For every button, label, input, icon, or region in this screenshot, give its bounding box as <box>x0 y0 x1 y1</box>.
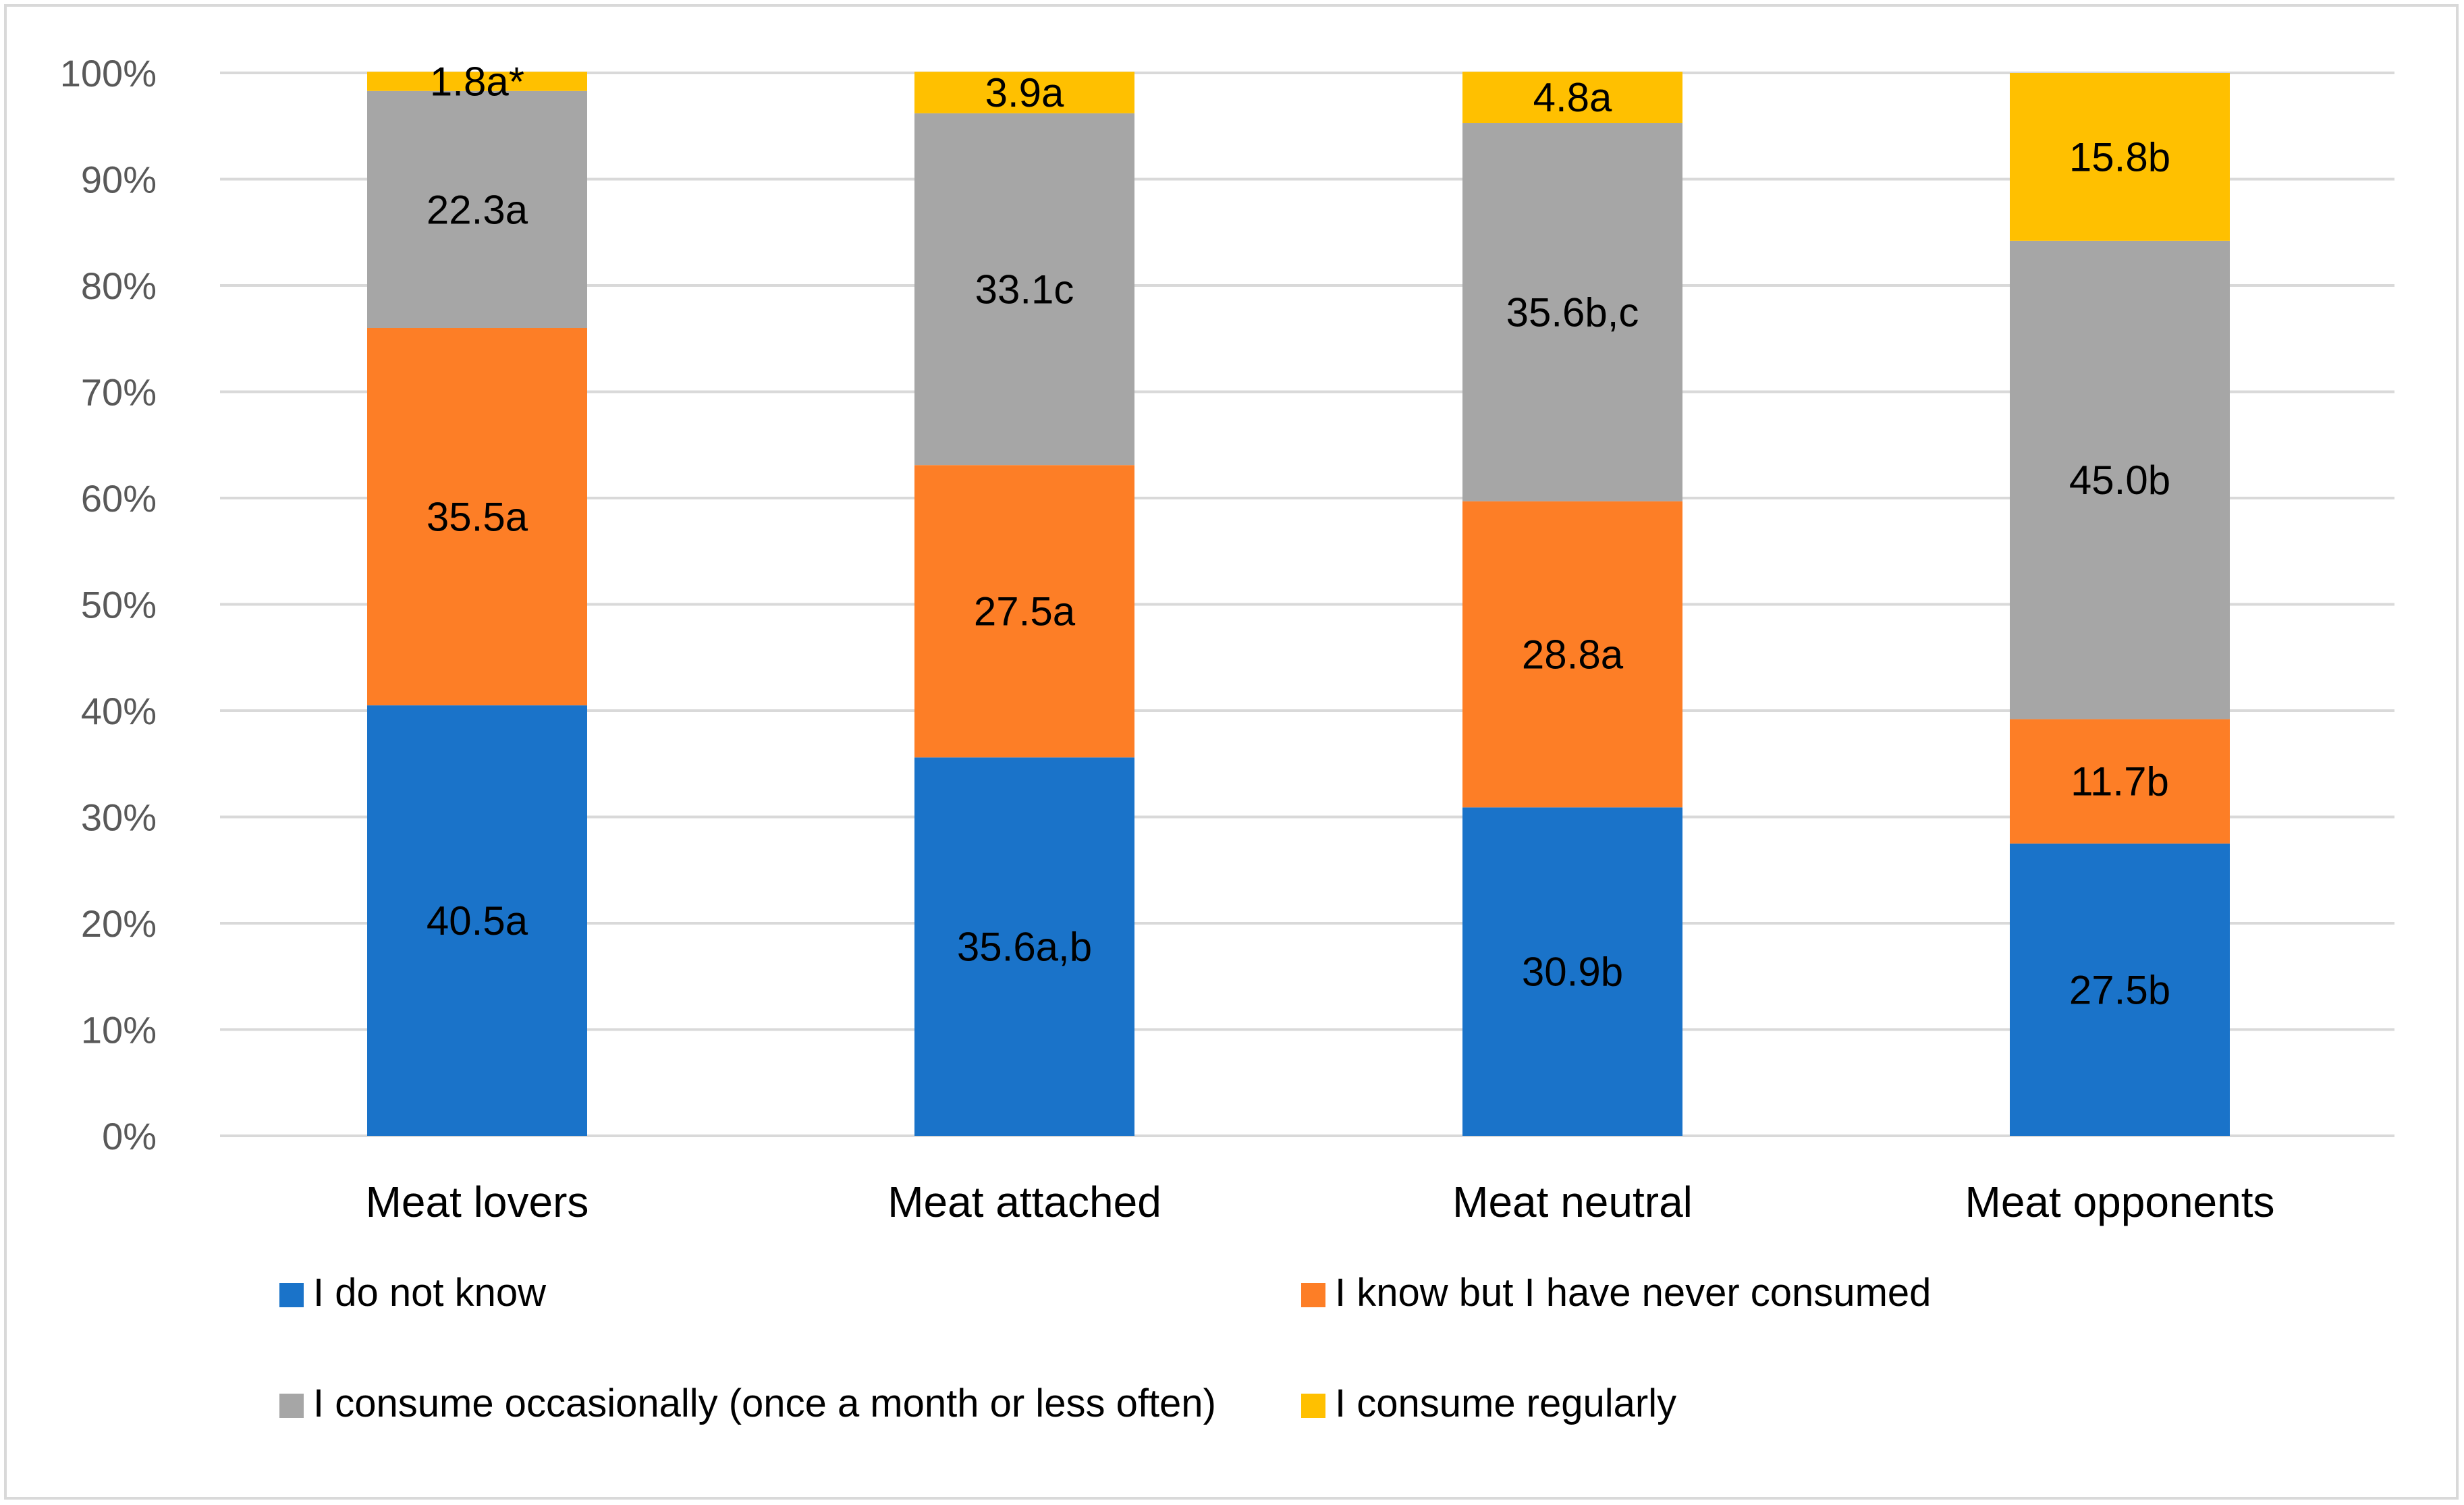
y-axis-tick-labels: 0% 10% 20% 30% 40% 50% 60% 70% 80% 90% 100% <box>60 52 157 1157</box>
y-tick-label: 60% <box>81 477 157 520</box>
bar-segment <box>2010 240 2230 719</box>
bar-segment <box>367 72 587 91</box>
legend-swatch <box>1301 1394 1325 1418</box>
legend-label: I consume regularly <box>1335 1381 1676 1425</box>
bar-segment <box>367 328 587 706</box>
data-label: 15.8b <box>2069 134 2170 180</box>
data-labels: 40.5a 35.5a 22.3a 1.8a* 35.6a,b 27.5a 33.1c 3.9… <box>427 59 2170 1013</box>
data-label: 3.9a <box>985 70 1064 115</box>
bar-segment <box>2010 719 2230 844</box>
data-label: 40.5a <box>427 898 528 943</box>
legend-swatch <box>279 1283 304 1307</box>
data-label: 1.8a* <box>430 59 524 105</box>
legend-label: I consume occasionally (once a month or … <box>313 1381 1216 1425</box>
bar-segment <box>1462 72 1682 124</box>
legend-swatch <box>1301 1283 1325 1307</box>
category-label: Meat attached <box>887 1178 1161 1226</box>
data-label: 22.3a <box>427 187 528 232</box>
y-tick-label: 0% <box>102 1115 157 1157</box>
data-label: 35.6a,b <box>957 925 1092 970</box>
data-label: 35.5a <box>427 495 528 540</box>
legend: I do not know I know but I have never con… <box>279 1271 1931 1425</box>
y-tick-label: 10% <box>81 1009 157 1051</box>
bar-segment <box>367 705 587 1136</box>
data-label: 4.8a <box>1533 75 1612 120</box>
data-label: 33.1c <box>975 267 1074 312</box>
data-label: 27.5a <box>974 589 1076 634</box>
y-tick-label: 90% <box>81 159 157 201</box>
bar-segment <box>914 757 1134 1136</box>
y-tick-label: 100% <box>60 52 157 94</box>
y-tick-label: 50% <box>81 584 157 626</box>
x-axis-category-labels: Meat lovers Meat attached Meat neutral Meat… <box>366 1178 2275 1226</box>
bar-segment <box>2010 73 2230 241</box>
bar-segment <box>1462 123 1682 501</box>
y-tick-label: 40% <box>81 690 157 732</box>
y-tick-label: 30% <box>81 796 157 839</box>
data-label: 27.5b <box>2069 967 2170 1012</box>
bar-segment <box>2010 843 2230 1136</box>
bars <box>367 72 2230 1136</box>
data-label: 35.6b,c <box>1506 290 1639 335</box>
legend-label: I know but I have never consumed <box>1335 1271 1931 1315</box>
category-label: Meat neutral <box>1452 1178 1693 1226</box>
legend-swatch <box>279 1394 304 1418</box>
bar-segment <box>1462 501 1682 808</box>
bar-segment <box>914 72 1134 113</box>
category-label: Meat lovers <box>366 1178 589 1226</box>
bar-segment <box>367 90 587 328</box>
data-label: 11.7b <box>2071 759 2169 804</box>
legend-label: I do not know <box>313 1271 547 1315</box>
y-tick-label: 20% <box>81 902 157 945</box>
y-tick-label: 80% <box>81 265 157 307</box>
category-label: Meat opponents <box>1965 1178 2275 1226</box>
data-label: 28.8a <box>1522 632 1624 678</box>
bar-segment <box>914 465 1134 758</box>
data-label: 30.9b <box>1522 950 1623 995</box>
bar-segment <box>914 113 1134 466</box>
y-tick-label: 70% <box>81 371 157 414</box>
data-label: 45.0b <box>2069 458 2170 503</box>
bar-segment <box>1462 807 1682 1136</box>
